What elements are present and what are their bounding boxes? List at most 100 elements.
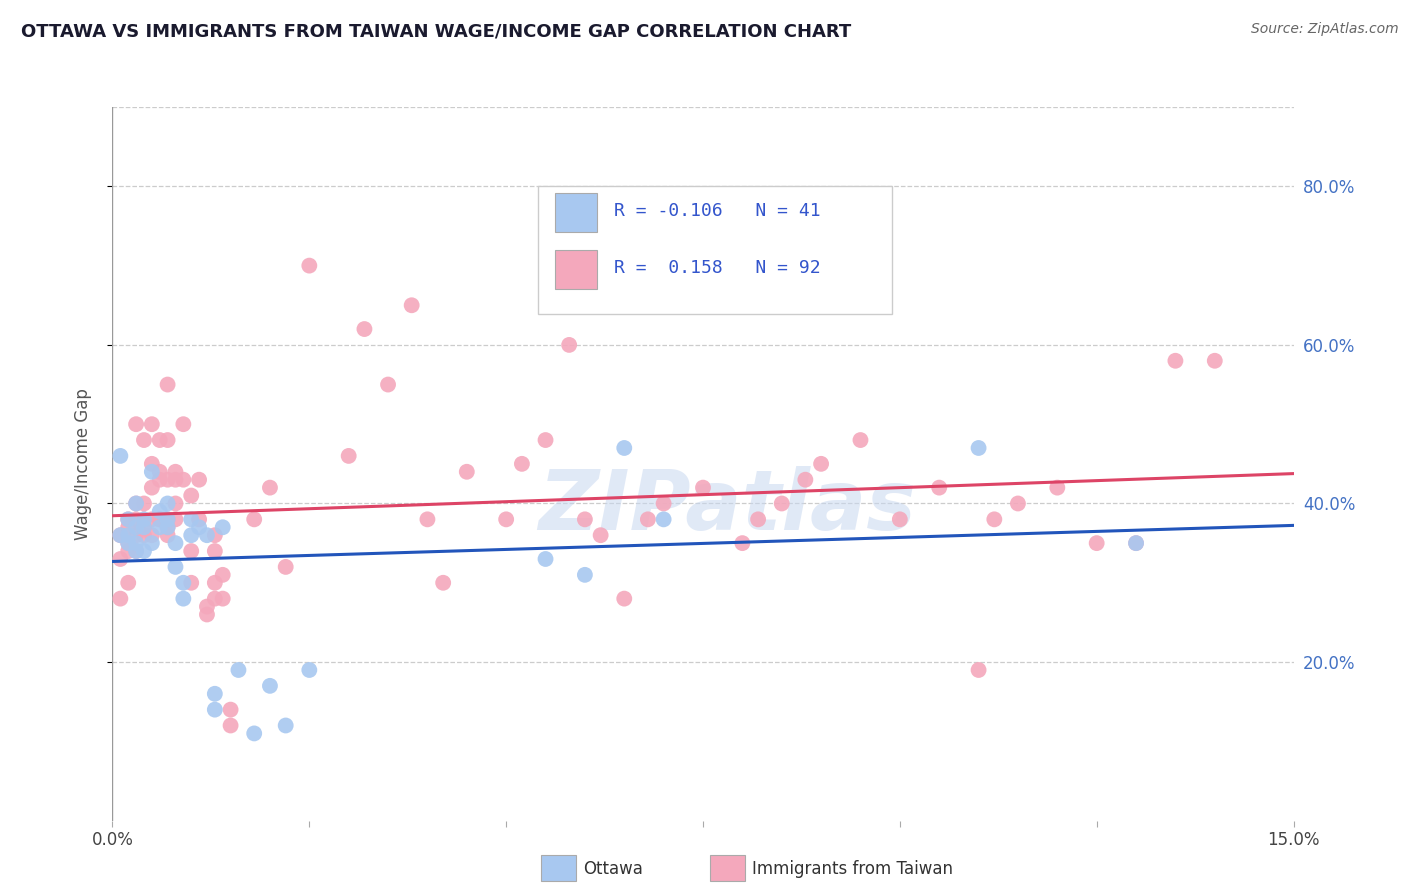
Point xyxy=(165,512,187,526)
Point xyxy=(165,465,187,479)
Point xyxy=(156,433,179,447)
Point xyxy=(165,473,187,487)
Point xyxy=(243,512,266,526)
Point xyxy=(204,544,226,558)
Text: R =  0.158   N = 92: R = 0.158 N = 92 xyxy=(614,259,821,277)
Point xyxy=(849,433,872,447)
Point xyxy=(1204,353,1226,368)
Point xyxy=(337,449,360,463)
Point xyxy=(432,575,454,590)
Text: Immigrants from Taiwan: Immigrants from Taiwan xyxy=(752,860,953,878)
Point xyxy=(125,544,148,558)
Point xyxy=(967,663,990,677)
Point xyxy=(637,512,659,526)
Point xyxy=(149,465,172,479)
Point xyxy=(132,512,155,526)
Point xyxy=(1125,536,1147,550)
Point xyxy=(149,512,172,526)
Point xyxy=(1007,496,1029,510)
Point xyxy=(574,567,596,582)
Point xyxy=(165,536,187,550)
Point xyxy=(889,512,911,526)
Point xyxy=(117,520,139,534)
FancyBboxPatch shape xyxy=(537,186,891,314)
Point xyxy=(165,496,187,510)
Text: R = -0.106   N = 41: R = -0.106 N = 41 xyxy=(614,202,821,219)
Text: Source: ZipAtlas.com: Source: ZipAtlas.com xyxy=(1251,22,1399,37)
Point xyxy=(1046,481,1069,495)
Point xyxy=(141,417,163,432)
Point xyxy=(1125,536,1147,550)
Point xyxy=(180,489,202,503)
Point xyxy=(188,520,211,534)
Point xyxy=(117,512,139,526)
FancyBboxPatch shape xyxy=(555,250,596,289)
Point xyxy=(156,528,179,542)
Point xyxy=(1164,353,1187,368)
Point xyxy=(211,567,233,582)
Point xyxy=(156,520,179,534)
Point xyxy=(172,575,194,590)
Point xyxy=(794,473,817,487)
Point xyxy=(180,575,202,590)
Point xyxy=(692,481,714,495)
Point xyxy=(156,520,179,534)
Point xyxy=(125,417,148,432)
Point xyxy=(211,520,233,534)
Point xyxy=(188,512,211,526)
Point xyxy=(141,536,163,550)
Point xyxy=(125,536,148,550)
Point xyxy=(141,465,163,479)
Y-axis label: Wage/Income Gap: Wage/Income Gap xyxy=(73,388,91,540)
Point xyxy=(243,726,266,740)
Point xyxy=(574,512,596,526)
Point xyxy=(495,512,517,526)
Text: OTTAWA VS IMMIGRANTS FROM TAIWAN WAGE/INCOME GAP CORRELATION CHART: OTTAWA VS IMMIGRANTS FROM TAIWAN WAGE/IN… xyxy=(21,22,852,40)
Point xyxy=(125,496,148,510)
Point xyxy=(416,512,439,526)
Point xyxy=(132,544,155,558)
Point xyxy=(132,496,155,510)
FancyBboxPatch shape xyxy=(555,193,596,232)
Point xyxy=(810,457,832,471)
Point xyxy=(125,528,148,542)
Point xyxy=(156,512,179,526)
Point xyxy=(125,520,148,534)
Point xyxy=(132,512,155,526)
Point xyxy=(195,528,218,542)
Point xyxy=(652,512,675,526)
Point xyxy=(180,512,202,526)
Point xyxy=(165,560,187,574)
Point xyxy=(510,457,533,471)
Point xyxy=(132,520,155,534)
Text: ZIPatlas: ZIPatlas xyxy=(537,467,915,547)
Point xyxy=(204,703,226,717)
Point xyxy=(274,560,297,574)
Point xyxy=(117,536,139,550)
Point xyxy=(401,298,423,312)
Point xyxy=(156,512,179,526)
Point xyxy=(110,591,132,606)
Point xyxy=(117,512,139,526)
Point xyxy=(188,473,211,487)
Point xyxy=(125,496,148,510)
Point xyxy=(219,703,242,717)
Point xyxy=(652,496,675,510)
Point xyxy=(110,528,132,542)
Point xyxy=(731,536,754,550)
Point xyxy=(770,496,793,510)
Point xyxy=(377,377,399,392)
Point xyxy=(259,481,281,495)
Point xyxy=(117,575,139,590)
Point xyxy=(589,528,612,542)
Point xyxy=(141,512,163,526)
Text: Ottawa: Ottawa xyxy=(583,860,644,878)
Point xyxy=(125,544,148,558)
Point xyxy=(1085,536,1108,550)
Point xyxy=(983,512,1005,526)
Point xyxy=(967,441,990,455)
Point xyxy=(298,259,321,273)
Point xyxy=(172,591,194,606)
Point xyxy=(534,552,557,566)
Point xyxy=(117,536,139,550)
